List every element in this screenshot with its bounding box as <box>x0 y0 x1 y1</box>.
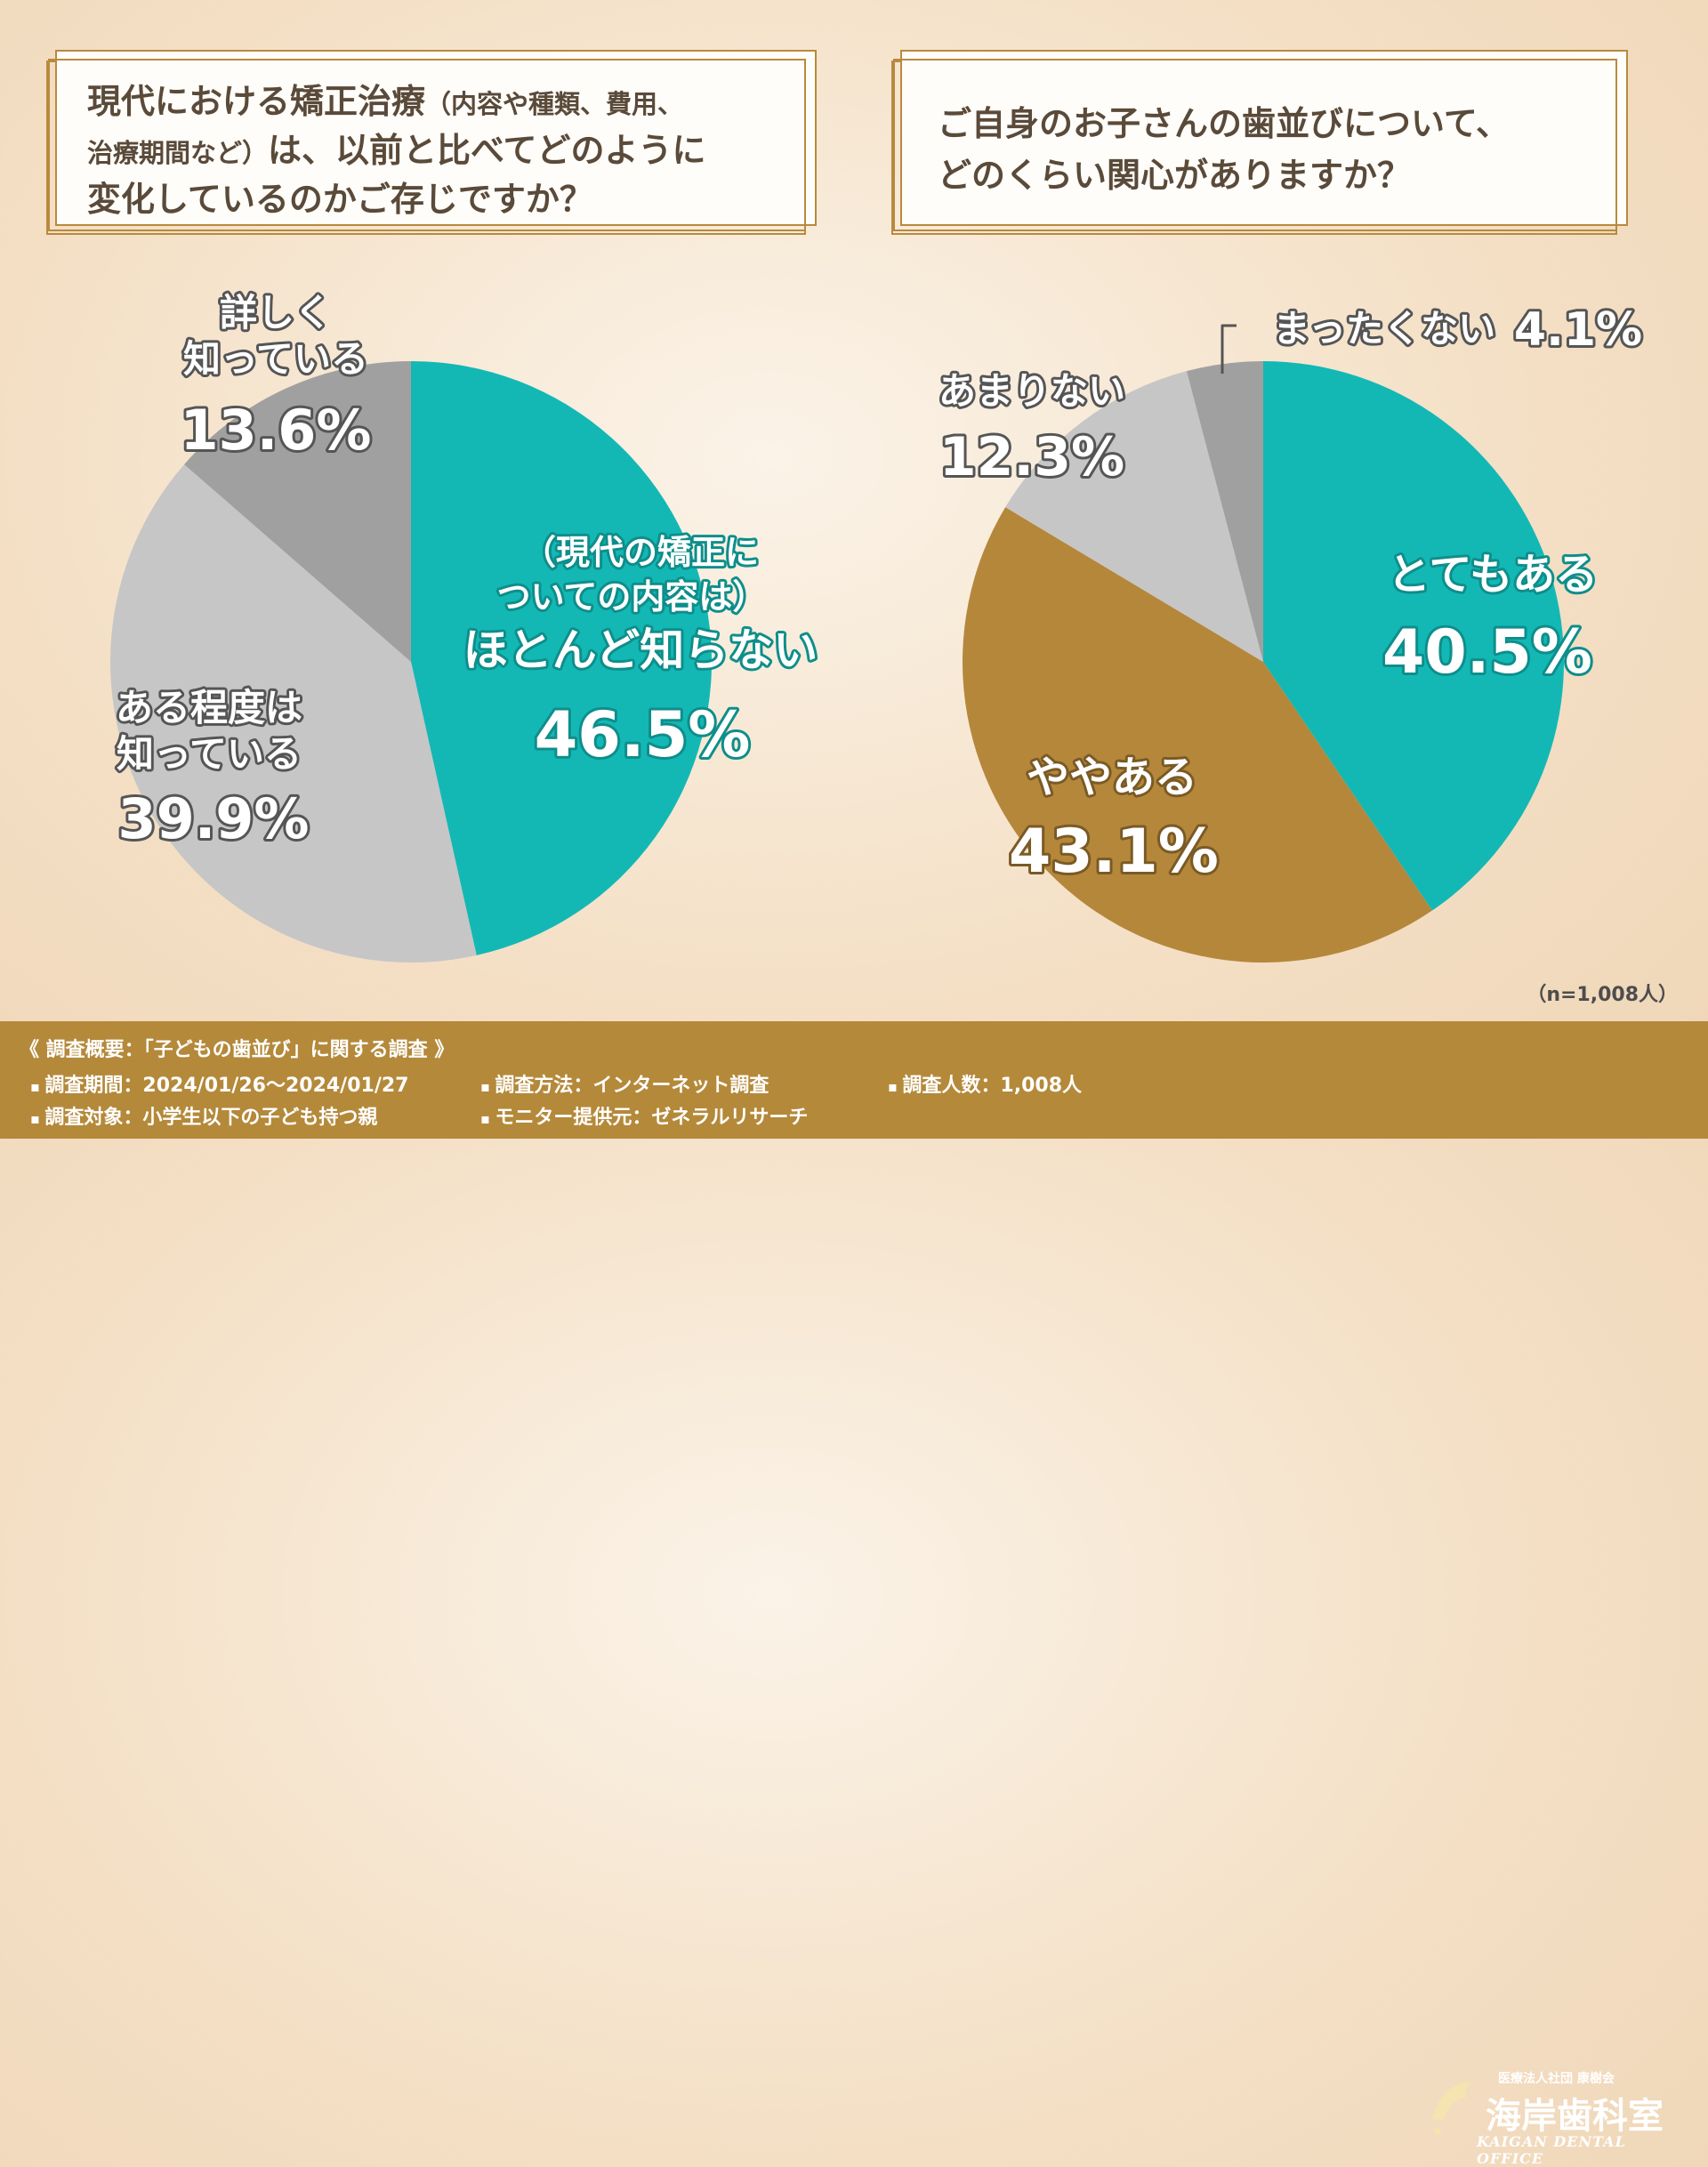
c1-pct-0: 46.5% <box>535 698 751 771</box>
q1-line2: は、以前と比べてどのように <box>268 131 706 170</box>
logo-org: 医療法人社団 康樹会 <box>1498 2072 1615 2086</box>
pie2-slice-0 <box>1263 361 1564 911</box>
pie-charts: （現代の矯正に ついての内容は） ほとんど知らない 46.5% ある程度は 知っ… <box>110 288 1645 963</box>
c1-label-line1: （現代の矯正に <box>522 533 759 572</box>
c2-pct-1: 43.1% <box>1009 817 1219 887</box>
footer-target: 調査対象：小学生以下の子ども持つ親 <box>30 1101 377 1130</box>
c1-label-mid-1: ある程度は <box>116 686 302 729</box>
q2-line1: ご自身のお子さんの歯並びについて、 <box>938 104 1510 143</box>
q1-line1: 現代における矯正治療 <box>87 82 426 121</box>
pie-chart-2 <box>963 361 1564 963</box>
sample-size-label: （n=1,008人） <box>1527 984 1678 1006</box>
c2-pct-0: 40.5% <box>1382 617 1592 688</box>
clinic-logo: 医療法人社団 康樹会 海岸歯科室 KAIGAN DENTAL OFFICE <box>1423 2062 1690 2167</box>
q2-line2: どのくらい関心がありますか？ <box>938 156 1412 195</box>
pie2-slice-2 <box>1005 371 1263 662</box>
c2-label-1: ややある <box>1027 753 1197 802</box>
c1-label-line3: ほとんど知らない <box>463 624 818 676</box>
pie1-slice-1 <box>110 464 477 963</box>
c2-label-0: とてもある <box>1388 550 1598 600</box>
c1-pct-1: 39.9% <box>117 786 309 851</box>
pie1-slice-0 <box>411 361 712 955</box>
footer-period: 調査期間：2024/01/26〜2024/01/27 <box>30 1069 408 1098</box>
pie1-slice-2 <box>184 361 411 662</box>
pie2-slice-3 <box>1186 361 1263 662</box>
pie2-slice-1 <box>963 507 1432 963</box>
c1-label-top-1: 詳しく <box>220 291 332 334</box>
q1-line2-small: 治療期間など） <box>87 138 269 168</box>
q1-line3: 変化しているのかご存じですか？ <box>87 180 593 219</box>
c2-pct-3: 4.1% <box>1514 303 1642 357</box>
c2-leader-line <box>1221 324 1237 374</box>
logo-en: KAIGAN DENTAL OFFICE <box>1477 2133 1626 2167</box>
footer-method: 調査方法：インターネット調査 <box>480 1069 769 1098</box>
c2-label-3: まったくない <box>1273 307 1495 350</box>
q1-line1-small: （内容や種類、費用、 <box>425 89 684 119</box>
c1-label-line2: ついての内容は） <box>497 577 767 616</box>
footer-count: 調査人数：1,008人 <box>888 1069 1082 1098</box>
pie-chart-1 <box>110 361 712 963</box>
c1-pct-2: 13.6% <box>180 398 371 463</box>
footer-title: 《 調査概要：「子どもの歯並び」に関する調査 》 <box>20 1039 455 1061</box>
c1-label-top-2: 知っている <box>183 337 368 381</box>
footer-provider: モニター提供元：ゼネラルリサーチ <box>480 1101 808 1130</box>
c1-label-mid-2: 知っている <box>117 732 302 776</box>
survey-footer: 《 調査概要：「子どもの歯並び」に関する調査 》 調査期間：2024/01/26… <box>0 1021 1708 2167</box>
logo-name: 海岸歯科室 <box>1486 2095 1664 2137</box>
question-box-2: ご自身のお子さんの歯並びについて、 どのくらい関心がありますか？ <box>891 50 1628 235</box>
c2-label-2: あまりない <box>939 369 1125 413</box>
c2-pct-2: 12.3% <box>939 426 1124 488</box>
